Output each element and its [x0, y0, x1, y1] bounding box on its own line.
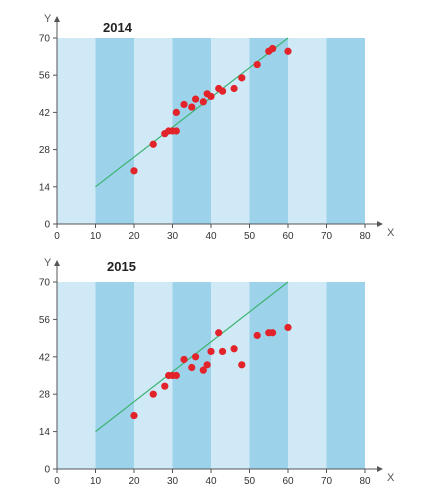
data-point: [172, 127, 180, 135]
plot-band: [249, 282, 288, 469]
x-tick-label: 40: [205, 476, 217, 487]
data-point: [269, 329, 277, 337]
x-tick-label: 60: [282, 231, 294, 242]
data-point: [149, 390, 157, 398]
data-point: [192, 353, 200, 361]
x-axis-arrow: [377, 221, 383, 227]
y-axis-label: Y: [44, 257, 52, 269]
x-axis-label: X: [387, 472, 395, 484]
data-point: [284, 47, 292, 55]
data-point: [230, 84, 238, 93]
plot-band: [288, 282, 327, 469]
y-axis-arrow: [54, 260, 60, 266]
plot-band: [326, 282, 365, 469]
plot-band: [57, 282, 96, 469]
x-tick-label: 70: [321, 231, 333, 242]
y-tick-label: 0: [44, 465, 50, 476]
data-point: [130, 167, 138, 175]
y-tick-label: 14: [39, 182, 51, 193]
data-point: [284, 323, 292, 332]
data-point: [269, 45, 277, 53]
plot-band: [211, 38, 250, 224]
data-point: [253, 60, 261, 69]
x-tick-label: 0: [54, 231, 60, 242]
data-point: [188, 103, 196, 111]
x-tick-label: 10: [90, 476, 102, 487]
data-point: [172, 108, 180, 116]
y-tick-label: 70: [39, 34, 51, 45]
data-point: [180, 100, 188, 109]
x-tick-label: 70: [321, 476, 333, 487]
y-tick-label: 28: [39, 390, 51, 401]
y-tick-label: 0: [44, 220, 50, 231]
y-axis-label: Y: [44, 13, 52, 25]
data-point: [188, 363, 196, 372]
y-tick-label: 42: [39, 108, 51, 119]
chart-title: 2015: [107, 259, 136, 274]
plot-band: [249, 38, 288, 224]
x-axis-arrow: [377, 466, 383, 472]
plot-band: [57, 38, 96, 224]
x-tick-label: 60: [282, 476, 294, 487]
data-point: [238, 361, 246, 369]
x-axis-label: X: [387, 227, 395, 239]
x-tick-label: 30: [167, 231, 179, 242]
y-tick-label: 42: [39, 352, 51, 363]
y-tick-label: 56: [39, 71, 51, 82]
data-point: [207, 92, 215, 101]
data-point: [207, 347, 215, 356]
x-tick-label: 50: [244, 231, 256, 242]
x-tick-label: 0: [54, 476, 60, 487]
data-point: [238, 74, 246, 82]
scatter-chart-2014: 0 10 20 30 40 50 60 70 80 0 14 28 42 56 70 X Y 2014: [39, 13, 395, 242]
trend-line: [95, 281, 289, 433]
data-point: [253, 331, 261, 340]
x-tick-label: 30: [167, 476, 179, 487]
plot-band: [95, 282, 134, 469]
x-tick-label: 80: [359, 231, 371, 242]
y-tick-label: 14: [39, 427, 51, 438]
data-point: [199, 366, 207, 374]
data-point: [199, 98, 207, 106]
plot-band: [211, 282, 250, 469]
data-point: [230, 345, 238, 353]
y-tick-label: 28: [39, 145, 51, 156]
y-tick-label: 70: [39, 278, 51, 289]
y-tick-label: 56: [39, 315, 51, 326]
data-point: [149, 140, 157, 148]
data-point: [215, 329, 223, 337]
data-point: [218, 347, 227, 356]
x-tick-label: 20: [128, 231, 140, 242]
plot-band: [95, 38, 134, 224]
chart-title: 2014: [103, 20, 133, 35]
data-point: [130, 411, 138, 420]
data-point: [192, 95, 200, 103]
x-tick-label: 80: [359, 476, 371, 487]
x-tick-label: 10: [90, 231, 102, 242]
data-point: [180, 355, 188, 364]
x-tick-label: 40: [205, 231, 217, 242]
x-tick-label: 50: [244, 476, 256, 487]
x-tick-label: 20: [128, 476, 140, 487]
data-point: [218, 87, 227, 95]
data-point: [161, 382, 169, 390]
data-point: [172, 371, 180, 380]
plot-band: [326, 38, 365, 224]
scatter-chart-2015: 0 10 20 30 40 50 60 70 80 0 14 28 42 56 70 X Y 2015: [39, 257, 395, 487]
y-axis-arrow: [54, 16, 60, 22]
plot-band: [288, 38, 327, 224]
data-point: [203, 361, 211, 369]
